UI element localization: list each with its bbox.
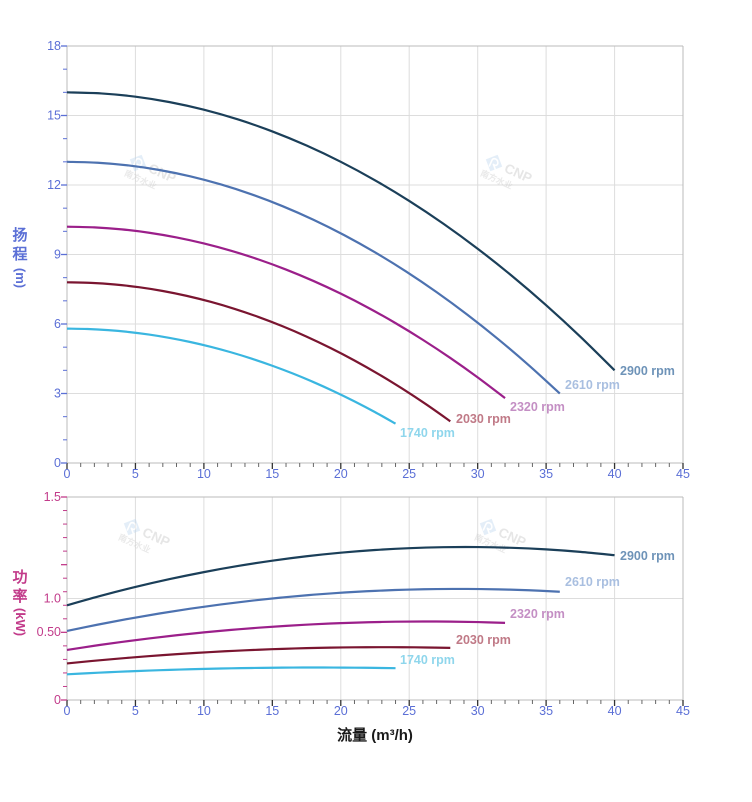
svg-text:0: 0 (54, 456, 61, 470)
svg-text:40: 40 (608, 467, 622, 481)
svg-text:2320 rpm: 2320 rpm (510, 400, 565, 414)
svg-text:2610 rpm: 2610 rpm (565, 378, 620, 392)
svg-text:2320 rpm: 2320 rpm (510, 607, 565, 621)
svg-text:程: 程 (12, 246, 27, 263)
svg-text:6: 6 (54, 317, 61, 331)
svg-text:15: 15 (265, 467, 279, 481)
svg-text:1740 rpm: 1740 rpm (400, 426, 455, 440)
svg-text:40: 40 (608, 704, 622, 718)
svg-text:15: 15 (265, 704, 279, 718)
svg-text:(kW): (kW) (13, 608, 28, 636)
svg-text:2610 rpm: 2610 rpm (565, 575, 620, 589)
svg-text:功: 功 (12, 569, 27, 586)
svg-text:9: 9 (54, 248, 61, 262)
svg-text:流量 (m³/h): 流量 (m³/h) (337, 726, 413, 744)
svg-text:45: 45 (676, 704, 690, 718)
svg-text:0.50: 0.50 (37, 625, 61, 639)
svg-text:2030 rpm: 2030 rpm (456, 412, 511, 426)
svg-text:25: 25 (402, 704, 416, 718)
svg-text:1.0: 1.0 (44, 592, 61, 606)
svg-text:(m): (m) (13, 268, 28, 288)
svg-text:25: 25 (402, 467, 416, 481)
svg-text:扬: 扬 (12, 226, 27, 244)
svg-text:1740 rpm: 1740 rpm (400, 653, 455, 667)
svg-text:率: 率 (12, 587, 27, 605)
svg-text:20: 20 (334, 704, 348, 718)
svg-text:0: 0 (54, 693, 61, 707)
svg-text:0: 0 (64, 704, 71, 718)
svg-text:12: 12 (47, 178, 61, 192)
svg-text:18: 18 (47, 39, 61, 53)
svg-text:2900 rpm: 2900 rpm (620, 549, 675, 563)
svg-text:15: 15 (47, 109, 61, 123)
svg-text:10: 10 (197, 704, 211, 718)
svg-text:2030 rpm: 2030 rpm (456, 633, 511, 647)
svg-text:10: 10 (197, 467, 211, 481)
svg-text:30: 30 (471, 704, 485, 718)
svg-text:5: 5 (132, 704, 139, 718)
svg-text:2900 rpm: 2900 rpm (620, 364, 675, 378)
svg-text:1.5: 1.5 (44, 490, 61, 504)
svg-text:35: 35 (539, 704, 553, 718)
svg-text:5: 5 (132, 467, 139, 481)
svg-text:0: 0 (64, 467, 71, 481)
svg-text:35: 35 (539, 467, 553, 481)
svg-text:3: 3 (54, 387, 61, 401)
svg-text:20: 20 (334, 467, 348, 481)
svg-text:30: 30 (471, 467, 485, 481)
svg-text:45: 45 (676, 467, 690, 481)
